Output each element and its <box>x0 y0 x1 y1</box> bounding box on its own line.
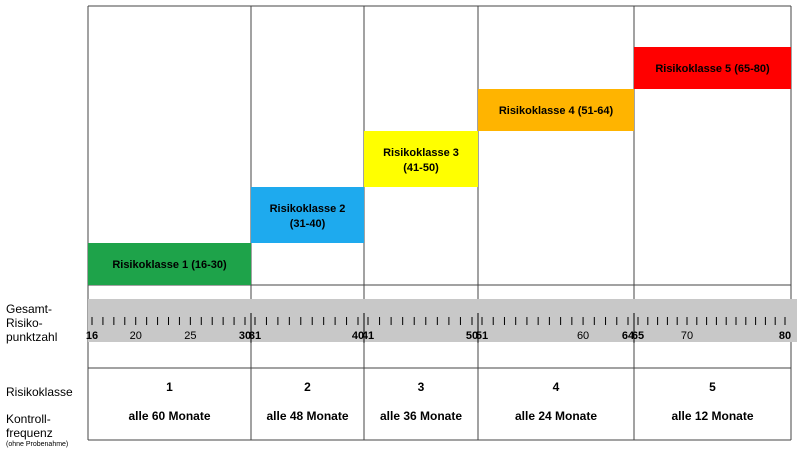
scale-tick-label: 31 <box>249 330 261 342</box>
scale-tick-label: 50 <box>466 330 478 342</box>
risk-class-label: Risikoklasse <box>6 385 73 399</box>
risk-class-number: 3 <box>418 380 425 394</box>
risk-class-block-4 <box>478 89 634 131</box>
scale-tick-label: 16 <box>86 330 98 342</box>
risk-class-block-range: (31-40) <box>290 218 326 230</box>
control-frequency: alle 36 Monate <box>380 409 462 423</box>
control-frequency: alle 24 Monate <box>515 409 597 423</box>
risk-class-block-label: Risikoklasse 4 (51-64) <box>499 105 614 117</box>
score-bar <box>88 299 797 342</box>
risk-class-block-3 <box>364 131 478 187</box>
risk-class-block-label: Risikoklasse 2 <box>270 203 346 215</box>
score-label: Gesamt- Risiko- punktzahl <box>6 302 57 344</box>
risk-class-number: 2 <box>304 380 311 394</box>
frequency-label-note: (ohne Probenahme) <box>6 441 69 448</box>
score-label-line2: Risiko- <box>6 316 43 330</box>
scale-tick-label: 51 <box>476 330 488 342</box>
risk-class-block-label: Risikoklasse 1 (16-30) <box>112 259 227 271</box>
risk-class-number: 5 <box>709 380 716 394</box>
scale-tick-label: 80 <box>779 330 791 342</box>
risk-class-block-1 <box>88 243 251 285</box>
risk-class-block-5 <box>634 47 791 89</box>
risk-class-blocks: Risikoklasse 1 (16-30) Risikoklasse 2 (31-… <box>88 47 791 285</box>
scale-tick-label: 20 <box>130 330 142 342</box>
scale-tick-label: 64 <box>622 330 635 342</box>
scale-tick-label: 70 <box>681 330 693 342</box>
scale-tick-label: 25 <box>184 330 196 342</box>
scale-tick-label: 40 <box>352 330 364 342</box>
score-label-line3: punktzahl <box>6 330 58 344</box>
control-frequency: alle 60 Monate <box>128 409 210 423</box>
risk-class-block-range: (41-50) <box>403 162 439 174</box>
scale-tick-label: 41 <box>362 330 374 342</box>
risk-class-number: 4 <box>553 380 560 394</box>
scale-tick-label: 65 <box>632 330 644 342</box>
control-frequency: alle 48 Monate <box>266 409 348 423</box>
frequency-label-line1: Kontroll- <box>6 412 51 426</box>
risk-class-block-2 <box>251 187 364 243</box>
frequency-label-line2: frequenz <box>6 426 53 440</box>
scale-tick-label: 60 <box>577 330 589 342</box>
class-table: 1 alle 60 Monate 2 alle 48 Monate 3 alle 36 M… <box>128 380 753 423</box>
scale-tick-label: 30 <box>239 330 251 342</box>
frequency-label: Kontroll- frequenz (ohne Probenahme) <box>6 412 68 449</box>
risk-class-block-label: Risikoklasse 3 <box>383 147 459 159</box>
risk-class-block-label: Risikoklasse 5 (65-80) <box>655 63 770 75</box>
score-label-line1: Gesamt- <box>6 302 53 316</box>
control-frequency: alle 12 Monate <box>671 409 753 423</box>
risk-class-number: 1 <box>166 380 173 394</box>
